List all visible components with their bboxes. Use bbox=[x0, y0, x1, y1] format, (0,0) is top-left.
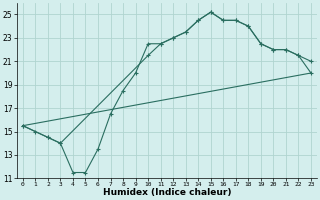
X-axis label: Humidex (Indice chaleur): Humidex (Indice chaleur) bbox=[103, 188, 231, 197]
